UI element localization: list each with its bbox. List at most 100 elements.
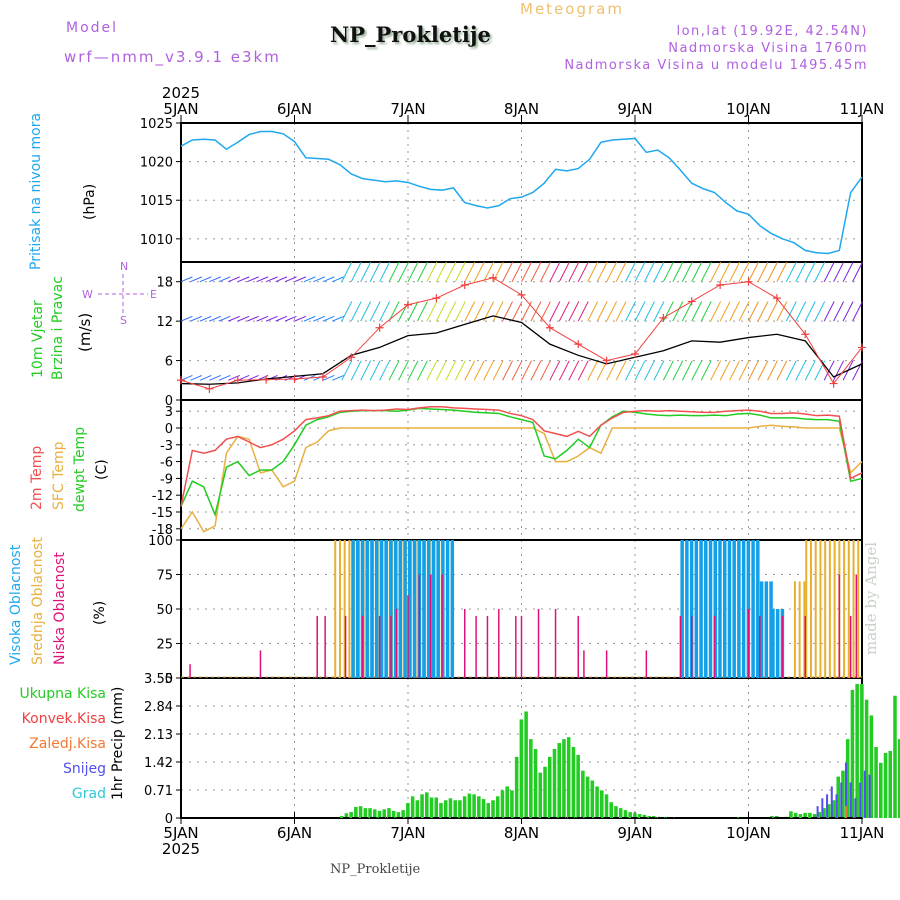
high-cloud-bar xyxy=(694,540,699,678)
model-label: Model xyxy=(66,20,119,36)
chart-subtitle: Meteogram xyxy=(520,0,624,18)
total-rain-bar xyxy=(604,794,609,818)
wind-arrow xyxy=(332,315,344,322)
total-rain-bar xyxy=(519,719,524,818)
compass-rose: N S W E xyxy=(82,260,157,327)
wind-arrow xyxy=(180,276,193,283)
wind-arrow xyxy=(228,315,240,322)
total-rain-bar xyxy=(864,699,869,818)
wind-arrow xyxy=(719,360,731,381)
total-rain-bar xyxy=(581,770,585,818)
total-rain-bar xyxy=(633,813,637,818)
gust-marker xyxy=(489,273,498,282)
snow-bar xyxy=(868,774,871,818)
wind-arrow xyxy=(350,261,362,282)
total-rain-bar xyxy=(467,793,472,818)
wind-arrow xyxy=(464,360,476,381)
snow-bar xyxy=(835,794,838,818)
wind-arrow xyxy=(766,360,778,381)
station-altitude: Nadmorska Visina 1760m xyxy=(668,41,868,56)
x-tick-label-bottom: 6JAN xyxy=(277,824,312,842)
high-cloud-bar xyxy=(379,540,384,678)
location-coordinates: lon,lat (19.92E, 42.54N) xyxy=(676,24,868,39)
total-rain-bar xyxy=(533,748,538,818)
wind-arrow xyxy=(530,261,542,282)
gust-marker xyxy=(347,353,356,362)
gust-marker xyxy=(631,350,639,358)
wind-arrow xyxy=(568,360,580,381)
total-rain-bar xyxy=(883,752,888,818)
wind-arrow xyxy=(681,360,693,381)
compass-cross-icon xyxy=(98,274,148,313)
wind-arrow xyxy=(738,301,750,322)
mid-cloud-bar xyxy=(348,540,351,678)
gust-marker xyxy=(177,376,185,385)
wind-arrow xyxy=(634,301,646,322)
mid-cloud-bar xyxy=(833,540,836,678)
snow-bar xyxy=(844,762,847,818)
high-cloud-bar xyxy=(441,540,445,678)
high-cloud-bar xyxy=(351,540,355,678)
legend-freezing-rain: Zaledj.Kisa xyxy=(29,736,106,752)
high-cloud-bar xyxy=(436,540,440,678)
wind-arrow xyxy=(502,261,514,282)
snow-bar xyxy=(849,782,852,818)
wind-arrow xyxy=(719,261,731,282)
y-tick-label: 1020 xyxy=(140,156,173,171)
wind-arrow xyxy=(823,301,835,322)
wind-arrow xyxy=(228,374,240,381)
wind-arrow xyxy=(350,301,362,322)
wind-arrow xyxy=(795,360,807,381)
wind-arrow xyxy=(454,301,466,322)
wind-arrow xyxy=(596,261,608,282)
total-rain-bar xyxy=(566,737,571,818)
total-rain-bar xyxy=(382,809,387,818)
model-name: wrf—nmm_v3.9.1 e3km xyxy=(64,48,281,66)
total-rain-bar xyxy=(808,812,812,818)
y-tick-label: 50 xyxy=(156,603,173,618)
high-cloud-bar xyxy=(775,609,780,678)
high-cloud-bar xyxy=(764,581,769,678)
wind-arrow xyxy=(473,360,485,381)
x-tick-label-bottom: 5JAN xyxy=(163,824,198,842)
wind-arrow xyxy=(757,261,769,282)
wind-arrow xyxy=(776,360,788,381)
wind-arrow xyxy=(511,360,523,381)
gust-marker xyxy=(574,340,583,349)
legend-hail: Grad xyxy=(71,786,106,802)
wind-arrow xyxy=(729,360,741,381)
total-rain-bar xyxy=(448,798,453,818)
total-rain-bar xyxy=(500,790,505,818)
total-rain-bar xyxy=(373,809,377,818)
wind-arrow xyxy=(615,261,627,282)
wind-arrow xyxy=(852,261,863,282)
compass-south: S xyxy=(120,314,127,327)
total-rain-bar xyxy=(888,750,893,818)
wind-arrow xyxy=(776,301,788,322)
total-rain-bar xyxy=(472,794,476,818)
wind-arrow xyxy=(558,360,570,381)
mid-cloud-bar xyxy=(824,540,827,678)
gust-marker xyxy=(801,330,810,339)
wind-arrow xyxy=(388,301,400,322)
wind-arrow xyxy=(795,261,807,282)
wind-arrow xyxy=(199,374,212,381)
wind-arrow xyxy=(426,261,438,282)
total-rain-bar xyxy=(860,683,864,818)
compass-west: W xyxy=(82,288,93,301)
total-rain-bar xyxy=(406,803,410,818)
wind-arrow xyxy=(757,360,769,381)
total-rain-bar xyxy=(557,743,561,818)
model-altitude: Nadmorska Visina u modelu 1495.45m xyxy=(564,58,868,73)
wind-arrow xyxy=(710,301,722,322)
page-title: NP_Prokletije xyxy=(330,22,491,47)
wind-arrow xyxy=(700,360,712,381)
total-rain-bar xyxy=(897,739,900,818)
wind-arrow xyxy=(842,301,854,322)
total-rain-bar xyxy=(425,792,429,818)
total-rain-bar xyxy=(737,817,741,818)
wind-arrow xyxy=(303,276,316,283)
wind-arrow xyxy=(398,360,409,381)
high-cloud-bar xyxy=(360,540,365,678)
mid-cloud-bar xyxy=(803,581,806,678)
